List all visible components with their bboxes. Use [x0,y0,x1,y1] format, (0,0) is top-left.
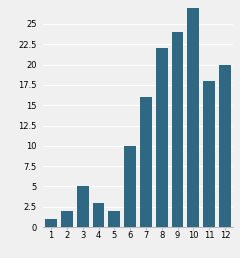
Bar [45,219,57,227]
Bar [219,64,231,227]
Bar [140,97,152,227]
Bar [93,203,104,227]
Bar [156,48,168,227]
Bar [203,81,215,227]
Bar [77,187,89,227]
Bar [61,211,73,227]
Bar [187,8,199,227]
Bar [172,32,183,227]
Bar [124,146,136,227]
Bar [108,211,120,227]
